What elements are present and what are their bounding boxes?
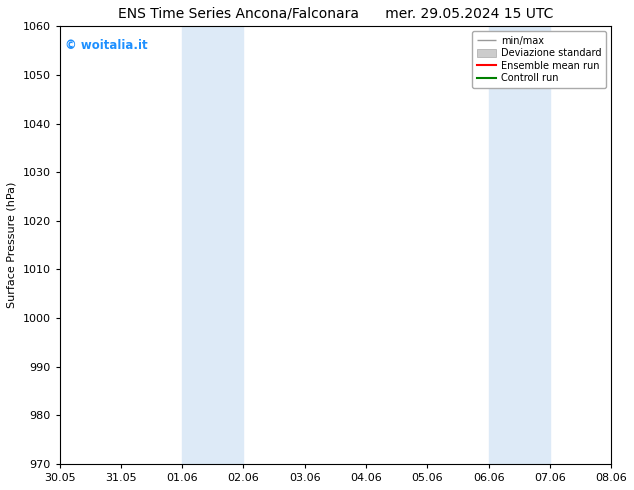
Bar [182,26,243,464]
Legend: min/max, Deviazione standard, Ensemble mean run, Controll run: min/max, Deviazione standard, Ensemble m… [472,31,606,88]
Text: © woitalia.it: © woitalia.it [65,39,148,52]
Title: ENS Time Series Ancona/Falconara      mer. 29.05.2024 15 UTC: ENS Time Series Ancona/Falconara mer. 29… [118,7,553,21]
Y-axis label: Surface Pressure (hPa): Surface Pressure (hPa) [7,182,17,308]
Bar [489,26,550,464]
